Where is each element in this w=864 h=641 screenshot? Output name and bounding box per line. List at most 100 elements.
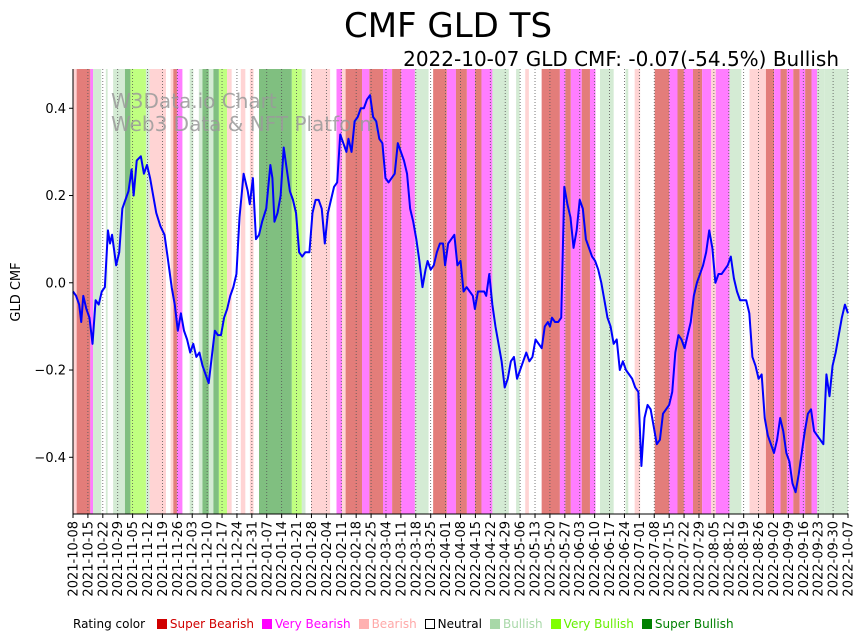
x-tick-label: 2022-09-02 [767, 521, 782, 597]
legend-item: Super Bearish [156, 617, 254, 631]
band-super_bearish [565, 69, 571, 514]
band-super_bearish [392, 69, 402, 514]
x-tick-label: 2022-02-11 [335, 521, 350, 597]
legend-label: Neutral [437, 617, 482, 631]
band-bullish [625, 69, 629, 514]
x-axis-ticks: 2021-10-08 2021-10-15 2021-10-22 2021-10-29… [67, 514, 857, 597]
x-tick-label: 2021-11-26 [171, 521, 186, 597]
legend-label: Very Bearish [274, 617, 351, 631]
band-super_bearish [369, 69, 383, 514]
x-tick-label: 2022-08-12 [722, 521, 737, 597]
x-tick-label: 2021-11-12 [141, 521, 156, 597]
y-tick-label: 0.2 [45, 189, 66, 204]
band-very_bearish [786, 69, 794, 514]
band-super_bearish [805, 69, 812, 514]
x-tick-label: 2022-02-04 [320, 521, 335, 597]
legend-swatch [261, 619, 272, 629]
y-axis-label: GLD CMF [9, 262, 24, 321]
band-very_bearish [383, 69, 393, 514]
band-very_bearish [589, 69, 596, 514]
x-tick-label: 2021-12-31 [245, 521, 260, 597]
band-super_bearish [173, 69, 177, 514]
x-tick-label: 2021-10-29 [111, 521, 126, 597]
band-super_bearish [581, 69, 590, 514]
band-super_bearish [455, 69, 467, 514]
x-tick-label: 2022-01-21 [290, 521, 305, 597]
y-tick-label: −0.4 [34, 451, 66, 466]
band-bullish [817, 69, 825, 514]
band-bullish [824, 69, 848, 514]
band-bullish [600, 69, 614, 514]
x-tick-label: 2021-11-05 [126, 521, 141, 597]
y-tick-label: −0.2 [34, 364, 66, 379]
x-tick-label: 2022-02-18 [350, 521, 365, 597]
x-tick-label: 2021-12-03 [186, 521, 201, 597]
band-bullish [198, 69, 203, 514]
band-bullish [208, 69, 214, 514]
band-super_bullish [202, 69, 209, 514]
band-very_bearish [811, 69, 817, 514]
band-bearish [227, 69, 232, 514]
watermark-line-1: W3Data.io Chart [111, 89, 277, 113]
x-tick-label: 2022-06-17 [603, 521, 618, 597]
legend-swatch [489, 619, 500, 629]
legend-swatch [641, 619, 652, 629]
legend-label: Super Bearish [169, 617, 254, 631]
x-tick-label: 2022-05-13 [529, 521, 544, 597]
x-tick-label: 2022-03-25 [424, 521, 439, 597]
x-tick-label: 2021-11-19 [156, 521, 171, 597]
band-very_bearish [362, 69, 370, 514]
x-tick-label: 2022-07-29 [692, 521, 707, 597]
band-very_bearish [683, 69, 693, 514]
x-tick-label: 2022-01-14 [275, 521, 290, 597]
x-tick-label: 2022-06-10 [588, 521, 603, 597]
x-tick-label: 2021-12-10 [201, 521, 216, 597]
band-super_bearish [780, 69, 787, 514]
watermark-line-2: Web3 Data & NFT Platform [111, 112, 379, 136]
legend-label: Bearish [371, 617, 417, 631]
band-super_bearish [654, 69, 670, 514]
x-tick-label: 2022-09-23 [812, 521, 827, 597]
legend-item: Very Bullish [550, 617, 634, 631]
band-bullish [105, 69, 108, 514]
band-super_bearish [76, 69, 91, 514]
x-tick-label: 2022-08-05 [707, 521, 722, 597]
legend-label: Bullish [502, 617, 543, 631]
x-tick-label: 2022-06-24 [618, 521, 633, 597]
band-super_bullish [213, 69, 219, 514]
band-very_bearish [90, 69, 94, 514]
legend-item: Very Bearish [261, 617, 351, 631]
band-bearish [310, 69, 331, 514]
legend-item: Super Bullish [641, 617, 734, 631]
band-bearish [341, 69, 346, 514]
band-bullish [301, 69, 306, 514]
band-super_bearish [433, 69, 447, 514]
x-tick-label: 2022-07-08 [648, 521, 663, 597]
band-very_bearish [570, 69, 582, 514]
band-very_bullish [218, 69, 228, 514]
x-tick-label: 2022-03-18 [409, 521, 424, 597]
x-tick-label: 2022-01-07 [260, 521, 275, 597]
watermark: W3Data.io Chart Web3 Data & NFT Platform [111, 89, 379, 136]
x-tick-label: 2022-04-29 [499, 521, 514, 597]
x-tick-label: 2022-02-25 [365, 521, 380, 597]
x-tick-label: 2022-05-27 [558, 521, 573, 597]
x-tick-label: 2021-12-17 [216, 521, 231, 597]
band-very_bearish [715, 69, 730, 514]
y-tick-label: 0.4 [45, 102, 66, 117]
x-tick-label: 2022-04-08 [454, 521, 469, 597]
x-tick-label: 2021-10-22 [96, 521, 111, 597]
cmf-series-line [72, 94, 849, 494]
x-tick-label: 2022-05-06 [514, 521, 529, 597]
x-tick-label: 2022-09-30 [827, 521, 842, 597]
x-tick-label: 2022-04-22 [484, 521, 499, 597]
y-axis-ticks: −0.4 −0.2 0.0 0.2 0.4 [34, 102, 73, 466]
x-tick-label: 2022-08-19 [737, 521, 752, 597]
band-very_bearish [336, 69, 342, 514]
x-tick-label: 2021-12-24 [230, 521, 245, 597]
band-super_bullish [259, 69, 292, 514]
legend-swatch [424, 619, 435, 629]
band-super_bearish [765, 69, 775, 514]
band-very_bearish [774, 69, 781, 514]
